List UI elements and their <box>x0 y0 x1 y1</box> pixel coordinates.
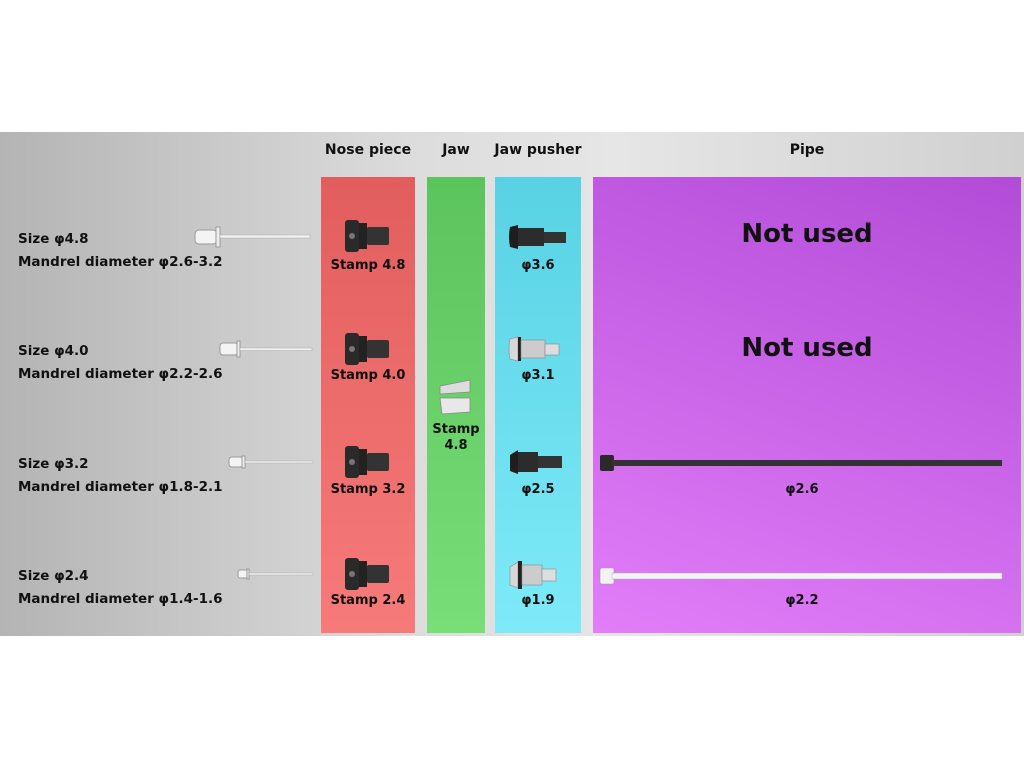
pipe-column <box>593 177 1021 633</box>
row-label-2-4: Size φ2.4 Mandrel diameter φ1.4-1.6 <box>18 568 223 607</box>
pusher-caption: φ3.1 <box>521 368 555 383</box>
jaw-pusher-black-icon <box>509 225 566 249</box>
pipe-not-used-label: Not used <box>741 333 873 363</box>
nose-piece-column <box>321 177 415 633</box>
nose-piece-icon <box>345 220 389 252</box>
pipe-not-used-label: Not used <box>741 219 873 249</box>
header-pipe: Pipe <box>789 142 825 158</box>
jaw-caption: Stamp 4.8 <box>432 422 480 453</box>
pusher-caption: φ3.6 <box>521 258 555 273</box>
header-jaw-pusher: Jaw pusher <box>494 142 582 158</box>
rivet-4-0-icon <box>219 340 313 358</box>
row-label-3-2: Size φ3.2 Mandrel diameter φ1.8-2.1 <box>18 456 223 495</box>
nose-caption: Stamp 2.4 <box>330 593 406 608</box>
row-label-4-0: Size φ4.0 Mandrel diameter φ2.2-2.6 <box>18 343 223 382</box>
pipe-black-icon <box>600 455 1002 471</box>
jaw-pusher-silver-icon <box>509 561 557 589</box>
jaw-icon <box>439 379 471 415</box>
jaw-pusher-column <box>495 177 581 633</box>
pusher-caption: φ1.9 <box>521 593 555 608</box>
pipe-caption: φ2.2 <box>785 593 819 608</box>
pipe-silver-icon <box>599 567 1003 585</box>
nose-caption: Stamp 4.0 <box>330 368 406 383</box>
nose-piece-icon <box>345 558 389 590</box>
rivet-3-2-icon <box>228 455 314 469</box>
nose-piece-icon <box>345 333 389 365</box>
jaw-pusher-silver-icon <box>508 336 560 362</box>
nose-piece-icon <box>345 446 389 478</box>
rivet-2-4-icon <box>237 568 314 580</box>
pusher-caption: φ2.5 <box>521 482 555 497</box>
jaw-pusher-black-icon <box>510 450 562 474</box>
nose-caption: Stamp 3.2 <box>330 482 406 497</box>
rivet-4-8-icon <box>194 226 311 248</box>
row-label-4-8: Size φ4.8 Mandrel diameter φ2.6-3.2 <box>18 231 223 270</box>
header-jaw: Jaw <box>442 142 470 158</box>
nose-caption: Stamp 4.8 <box>330 258 406 273</box>
header-nose-piece: Nose piece <box>324 142 412 158</box>
pipe-caption: φ2.6 <box>785 482 819 497</box>
